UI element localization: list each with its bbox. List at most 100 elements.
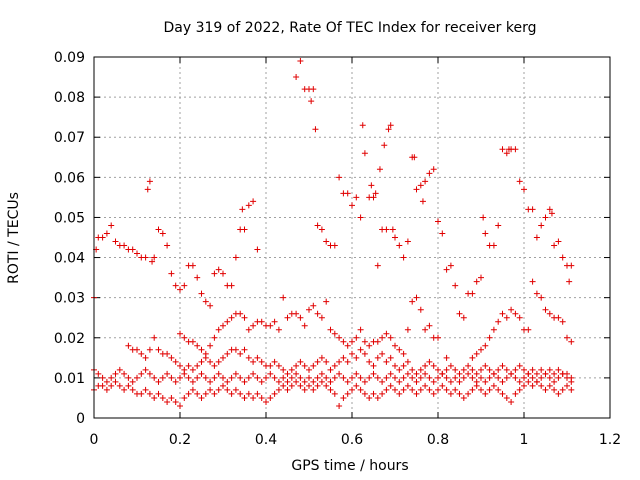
data-point bbox=[215, 358, 222, 365]
data-point bbox=[164, 398, 171, 405]
data-point bbox=[220, 322, 226, 329]
data-point bbox=[306, 382, 312, 389]
data-point bbox=[508, 398, 515, 405]
data-point bbox=[293, 74, 300, 81]
data-point bbox=[529, 366, 536, 373]
data-point bbox=[411, 154, 418, 161]
data-point bbox=[353, 194, 360, 201]
data-point bbox=[525, 378, 532, 385]
grid-lines bbox=[94, 57, 610, 418]
data-point bbox=[374, 354, 381, 361]
data-point bbox=[404, 238, 411, 245]
data-point bbox=[426, 170, 433, 177]
data-point bbox=[125, 374, 132, 381]
data-point bbox=[138, 370, 145, 377]
data-point bbox=[460, 366, 467, 373]
data-point bbox=[258, 394, 265, 401]
data-point bbox=[194, 374, 201, 381]
data-point bbox=[211, 334, 218, 341]
data-point bbox=[422, 326, 429, 333]
data-point bbox=[155, 346, 162, 353]
data-point bbox=[482, 390, 489, 397]
data-point bbox=[357, 346, 364, 353]
data-point bbox=[548, 210, 555, 217]
data-point bbox=[314, 310, 321, 317]
data-point bbox=[516, 314, 523, 321]
data-point bbox=[308, 98, 315, 105]
data-point bbox=[392, 342, 398, 349]
data-point bbox=[512, 374, 519, 381]
y-tick-label: 0.05 bbox=[54, 210, 85, 226]
data-point bbox=[181, 334, 188, 341]
data-point bbox=[460, 394, 467, 401]
x-tick-label: 0 bbox=[90, 432, 99, 448]
data-point bbox=[546, 310, 553, 317]
data-point bbox=[508, 370, 515, 377]
data-point bbox=[245, 202, 252, 209]
data-point bbox=[439, 230, 446, 237]
data-point bbox=[220, 382, 226, 389]
data-point bbox=[310, 362, 317, 369]
data-point bbox=[400, 350, 407, 357]
data-point bbox=[168, 354, 175, 361]
data-point bbox=[516, 378, 523, 385]
data-point bbox=[435, 386, 441, 393]
data-point bbox=[207, 358, 214, 365]
data-point bbox=[521, 186, 527, 193]
data-point bbox=[237, 350, 244, 357]
data-point bbox=[164, 242, 171, 249]
y-tick-label: 0.09 bbox=[54, 50, 85, 66]
data-point bbox=[538, 374, 545, 381]
data-point bbox=[228, 390, 235, 397]
data-point bbox=[336, 402, 343, 409]
data-point bbox=[469, 386, 476, 393]
data-point bbox=[172, 282, 179, 289]
data-point bbox=[297, 314, 304, 321]
data-point bbox=[516, 386, 523, 393]
data-point bbox=[116, 366, 123, 373]
data-point bbox=[159, 374, 166, 381]
y-tick-label: 0.08 bbox=[54, 90, 85, 106]
data-point bbox=[267, 362, 274, 369]
data-point bbox=[275, 362, 282, 369]
data-point bbox=[447, 378, 454, 385]
data-point bbox=[456, 378, 463, 385]
data-point bbox=[108, 382, 115, 389]
data-point bbox=[245, 354, 252, 361]
data-point bbox=[404, 382, 411, 389]
data-point bbox=[310, 378, 317, 385]
data-point bbox=[482, 230, 489, 237]
data-point bbox=[99, 234, 106, 241]
data-point bbox=[361, 378, 368, 385]
data-point bbox=[198, 346, 205, 353]
data-point bbox=[361, 150, 368, 157]
x-axis-label: GPS time / hours bbox=[291, 458, 408, 474]
data-point bbox=[404, 370, 411, 377]
data-point bbox=[538, 366, 545, 373]
data-point bbox=[435, 366, 441, 373]
data-point bbox=[473, 350, 480, 357]
data-point bbox=[555, 366, 562, 373]
data-point bbox=[125, 342, 132, 349]
data-point bbox=[503, 150, 510, 157]
data-point bbox=[177, 402, 183, 409]
data-point bbox=[241, 378, 248, 385]
data-point bbox=[177, 330, 183, 337]
data-point bbox=[99, 374, 106, 381]
data-point bbox=[112, 378, 119, 385]
data-point bbox=[288, 382, 295, 389]
data-point bbox=[409, 374, 416, 381]
data-point bbox=[211, 374, 218, 381]
data-point bbox=[353, 382, 360, 389]
data-point bbox=[189, 378, 196, 385]
data-point bbox=[486, 366, 493, 373]
data-point bbox=[538, 222, 545, 229]
data-point bbox=[533, 378, 540, 385]
data-point bbox=[267, 322, 274, 329]
data-point bbox=[301, 386, 308, 393]
y-tick-label: 0.03 bbox=[54, 291, 85, 307]
data-point bbox=[258, 378, 265, 385]
data-point bbox=[413, 370, 420, 377]
data-point bbox=[340, 394, 347, 401]
data-point bbox=[280, 366, 287, 373]
